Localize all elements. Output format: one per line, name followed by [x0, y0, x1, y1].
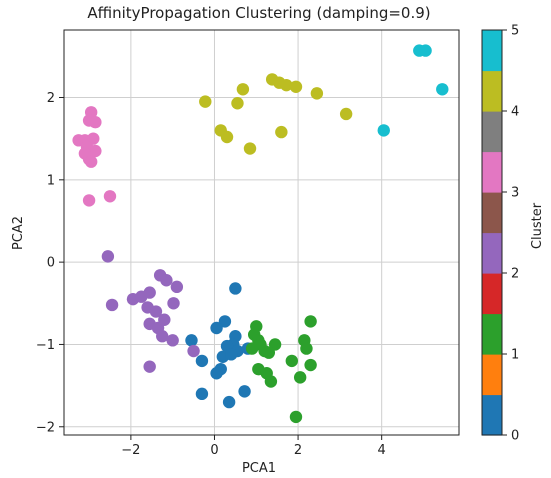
data-point-cluster-6: [84, 155, 98, 168]
x-tick-label: 4: [378, 443, 386, 458]
colorbar-segment: [482, 111, 502, 153]
colorbar-segment: [482, 151, 502, 193]
x-axis-ticks: −2 0 2 4: [121, 435, 386, 458]
colorbar-frame: [481, 29, 503, 436]
data-point-cluster-0: [210, 321, 223, 335]
colorbar-tick-label: 5: [511, 24, 519, 39]
data-point-cluster-2: [262, 346, 276, 359]
data-point-cluster-9: [436, 83, 449, 96]
data-point-cluster-0: [222, 395, 236, 409]
data-point-cluster-0: [224, 348, 238, 361]
colorbar-segment: [482, 232, 502, 274]
data-point-cluster-8: [310, 87, 324, 100]
data-point-cluster-0: [195, 354, 209, 368]
y-tick-label: 1: [47, 173, 55, 188]
x-tick-label: 0: [210, 443, 218, 458]
y-tick-label: 2: [47, 91, 55, 106]
colorbar-segment: [482, 354, 502, 396]
chart-title: AffinityPropagation Clustering (damping=…: [87, 4, 430, 22]
data-point-cluster-8: [231, 97, 244, 110]
data-point-cluster-0: [210, 367, 223, 380]
data-point-cluster-8: [220, 130, 234, 144]
data-point-cluster-4: [143, 360, 156, 373]
colorbar-segment: [482, 394, 502, 436]
data-point-cluster-8: [243, 142, 257, 155]
data-point-cluster-6: [89, 115, 102, 129]
data-point-cluster-4: [170, 280, 184, 294]
data-points: [72, 44, 449, 424]
y-tick-label: 0: [47, 256, 55, 271]
colorbar-tick-label: 0: [511, 429, 519, 444]
data-point-cluster-0: [185, 334, 198, 347]
data-point-cluster-6: [103, 190, 117, 203]
data-point-cluster-0: [195, 387, 209, 401]
x-axis-label: PCA1: [242, 461, 276, 476]
data-point-cluster-6: [82, 194, 96, 207]
data-point-cluster-2: [289, 410, 303, 424]
colorbar-label: Cluster: [530, 202, 545, 249]
data-point-cluster-2: [300, 342, 313, 355]
y-axis-label: PCA2: [11, 216, 26, 250]
data-point-cluster-4: [101, 250, 115, 263]
data-point-cluster-2: [245, 342, 259, 355]
y-axis-ticks: −2 −1 0 1 2: [36, 91, 64, 435]
data-point-cluster-8: [289, 80, 303, 93]
data-point-cluster-2: [304, 358, 317, 372]
colorbar-tick-label: 1: [511, 348, 519, 363]
data-point-cluster-4: [158, 313, 171, 326]
data-point-cluster-8: [339, 107, 353, 121]
data-point-cluster-2: [285, 354, 299, 368]
data-point-cluster-0: [238, 385, 251, 398]
data-point-cluster-4: [105, 298, 119, 312]
data-point-cluster-4: [149, 305, 163, 318]
colorbar-segment: [482, 30, 502, 72]
data-point-cluster-2: [293, 371, 307, 384]
data-point-cluster-2: [264, 375, 278, 388]
data-point-cluster-8: [280, 78, 293, 92]
data-point-cluster-0: [229, 282, 242, 295]
data-point-cluster-0: [218, 315, 232, 328]
data-point-cluster-8: [275, 125, 288, 139]
y-tick-label: −2: [36, 420, 55, 435]
colorbar-tick-label: 2: [511, 267, 519, 282]
y-tick-label: −1: [36, 338, 55, 353]
x-tick-label: 2: [294, 443, 302, 458]
colorbar-segment: [482, 273, 502, 315]
data-point-cluster-8: [199, 95, 212, 108]
data-point-cluster-9: [377, 124, 390, 137]
data-point-cluster-4: [166, 334, 179, 347]
data-point-cluster-2: [304, 315, 317, 328]
x-tick-label: −2: [121, 443, 140, 458]
plot-frame: [63, 29, 460, 436]
colorbar-segment: [482, 70, 502, 112]
data-point-cluster-4: [156, 330, 169, 343]
data-point-cluster-9: [419, 44, 432, 57]
data-point-cluster-8: [236, 83, 250, 96]
data-point-cluster-4: [187, 344, 200, 358]
colorbar: 0 1 2 3 4 5: [481, 24, 519, 444]
data-point-cluster-4: [160, 274, 173, 287]
colorbar-segment: [482, 313, 502, 355]
colorbar-tick-label: 3: [511, 186, 519, 201]
data-point-cluster-4: [135, 290, 148, 303]
colorbar-tick-label: 4: [511, 105, 519, 120]
data-point-cluster-4: [167, 297, 180, 310]
colorbar-segment: [482, 192, 502, 234]
